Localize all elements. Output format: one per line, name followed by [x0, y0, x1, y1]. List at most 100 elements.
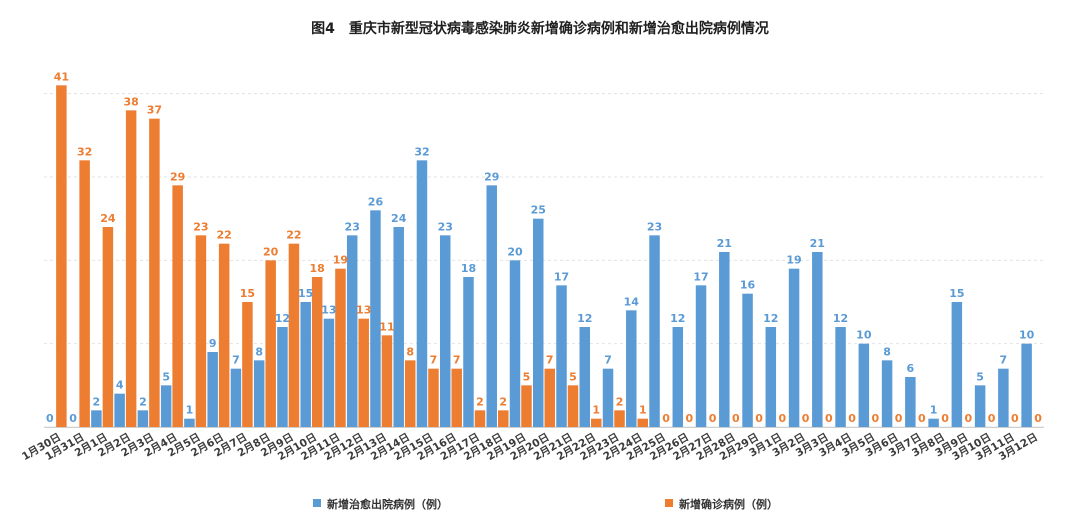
chart-title: 图4 重庆市新型冠状病毒感染肺炎新增确诊病例和新增治愈出院病例情况: [311, 21, 769, 37]
value-label-recovered: 2: [93, 395, 101, 408]
bar-recovered: [137, 410, 149, 427]
bar-recovered: [835, 327, 846, 427]
value-label-recovered: 23: [438, 220, 453, 233]
value-label-recovered: 7: [1000, 354, 1008, 367]
value-label-recovered: 32: [414, 145, 429, 158]
bar-recovered: [346, 235, 358, 427]
value-label-recovered: 12: [275, 312, 290, 325]
value-label-confirmed: 8: [406, 345, 414, 358]
value-label-recovered: 7: [232, 354, 240, 367]
legend-label-recovered: 新增治愈出院病例（例）: [327, 497, 448, 511]
bar-confirmed: [358, 318, 369, 427]
value-label-confirmed: 11: [379, 320, 394, 333]
bar-recovered: [230, 368, 242, 427]
bar-recovered: [416, 160, 428, 428]
bar-recovered: [509, 260, 521, 427]
value-label-recovered: 0: [46, 412, 54, 425]
value-label-confirmed: 0: [825, 412, 833, 425]
bars: [56, 85, 1032, 428]
bar-recovered: [393, 227, 404, 427]
value-label-confirmed: 23: [193, 220, 208, 233]
value-label-confirmed: 38: [123, 95, 138, 108]
value-label-confirmed: 22: [286, 229, 301, 242]
value-label-recovered: 6: [907, 362, 915, 375]
value-label-confirmed: 37: [147, 104, 162, 117]
value-label-confirmed: 0: [1034, 412, 1042, 425]
x-axis: 1月30日1月31日2月1日2月2日2月3日2月4日2月5日2月6日2月7日2月…: [20, 431, 1040, 463]
gridlines: [44, 93, 1044, 428]
bar-confirmed: [567, 385, 579, 427]
value-label-confirmed: 7: [453, 354, 461, 367]
value-label-recovered: 12: [763, 312, 778, 325]
bar-recovered: [928, 418, 939, 427]
bar-confirmed: [79, 160, 90, 428]
bar-recovered: [486, 185, 497, 427]
legend: 新增治愈出院病例（例） 新增确诊病例（例）: [313, 497, 778, 511]
bar-confirmed: [474, 410, 486, 427]
bar-recovered: [91, 410, 102, 427]
bar-recovered: [300, 302, 311, 427]
bar-confirmed: [311, 277, 323, 427]
value-label-confirmed: 41: [54, 70, 69, 83]
value-label-confirmed: 2: [476, 395, 484, 408]
value-label-confirmed: 0: [918, 412, 926, 425]
value-label-confirmed: 18: [310, 262, 325, 275]
bar-confirmed: [125, 110, 137, 427]
value-label-recovered: 15: [298, 287, 313, 300]
bar-recovered: [626, 310, 637, 427]
value-label-recovered: 2: [139, 395, 147, 408]
value-label-confirmed: 0: [802, 412, 810, 425]
value-label-confirmed: 0: [685, 412, 693, 425]
value-label-recovered: 7: [604, 354, 612, 367]
value-label-recovered: 15: [949, 287, 964, 300]
value-label-recovered: 25: [531, 204, 546, 217]
bar-confirmed: [637, 418, 649, 427]
value-label-recovered: 14: [624, 295, 640, 308]
value-label-confirmed: 13: [356, 304, 371, 317]
bar-confirmed: [149, 118, 160, 428]
value-label-confirmed: 5: [569, 370, 577, 383]
bar-confirmed: [265, 260, 276, 427]
bar-recovered: [253, 360, 265, 427]
bar-recovered: [695, 285, 707, 427]
value-label-recovered: 18: [461, 262, 476, 275]
bar-recovered: [1021, 343, 1032, 427]
value-label-recovered: 4: [116, 379, 124, 392]
bar-confirmed: [242, 302, 253, 427]
bar-recovered: [533, 218, 544, 427]
value-label-confirmed: 19: [333, 254, 348, 267]
legend-swatch-recovered: [313, 499, 321, 507]
value-label-confirmed: 0: [941, 412, 949, 425]
bar-confirmed: [102, 227, 114, 427]
value-label-recovered: 23: [647, 220, 662, 233]
value-label-recovered: 5: [162, 370, 170, 383]
value-label-recovered: 29: [484, 170, 499, 183]
value-label-recovered: 10: [856, 329, 872, 342]
bar-recovered: [277, 327, 288, 427]
bar-confirmed: [591, 418, 602, 427]
bar-recovered: [998, 368, 1009, 427]
value-label-confirmed: 0: [872, 412, 880, 425]
value-label-confirmed: 15: [240, 287, 255, 300]
value-label-recovered: 20: [507, 245, 523, 258]
bar-recovered: [719, 252, 730, 427]
value-label-confirmed: 24: [100, 212, 116, 225]
bar-recovered: [765, 327, 777, 427]
value-label-confirmed: 1: [639, 404, 647, 417]
bar-confirmed: [195, 235, 207, 427]
bar-confirmed: [497, 410, 509, 427]
bar-confirmed: [172, 185, 183, 427]
value-label-confirmed: 7: [430, 354, 438, 367]
value-label-confirmed: 0: [778, 412, 786, 425]
bar-confirmed: [56, 85, 67, 427]
value-label-confirmed: 0: [1011, 412, 1019, 425]
value-label-confirmed: 0: [965, 412, 973, 425]
value-label-confirmed: 1: [592, 404, 600, 417]
bar-confirmed: [288, 243, 300, 427]
bar-recovered: [649, 235, 660, 427]
bar-confirmed: [521, 385, 532, 427]
value-label-recovered: 17: [554, 270, 569, 283]
value-label-recovered: 12: [670, 312, 685, 325]
bar-confirmed: [614, 410, 625, 427]
